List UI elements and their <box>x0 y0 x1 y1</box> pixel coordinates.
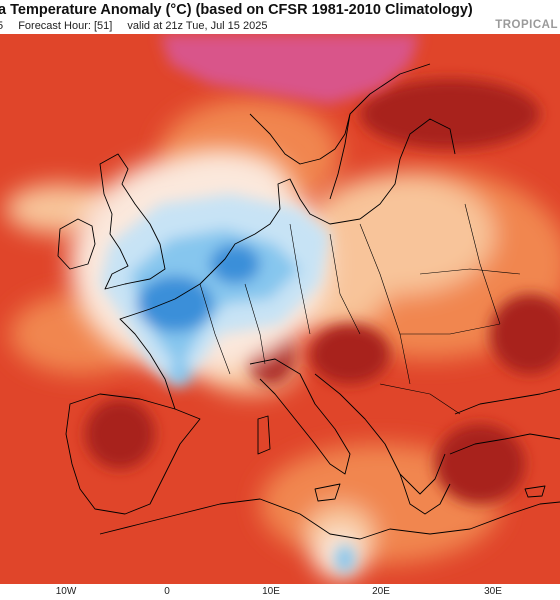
coastline-baltic <box>359 118 456 220</box>
coastlines <box>57 63 560 540</box>
cool-area <box>335 545 355 573</box>
coastline-france <box>119 273 211 410</box>
lon-tick: 10W <box>55 586 77 597</box>
coastline-sweden <box>329 113 351 200</box>
coastline-britain <box>99 153 166 290</box>
valid-time: valid at 21z Tue, Jul 15 2025 <box>127 20 268 32</box>
header: a Temperature Anomaly (°C) (based on CFS… <box>0 0 560 34</box>
coastline-scandinavia <box>249 63 431 165</box>
coastline-ireland <box>57 218 96 270</box>
coastline-north-sea <box>209 178 361 275</box>
coastline-greece <box>399 473 451 515</box>
anomaly-map <box>0 34 560 584</box>
map-title: a Temperature Anomaly (°C) (based on CFS… <box>0 2 473 18</box>
coastline-sicily <box>314 483 341 502</box>
strong-cool-core <box>210 244 260 284</box>
very-warm-band <box>160 34 420 104</box>
brand-watermark: TROPICAL <box>495 19 558 31</box>
coastline-balkans <box>314 373 446 495</box>
lon-tick: 20E <box>372 586 390 597</box>
coastline-north-africa <box>99 498 560 540</box>
coastline-iberia <box>65 393 201 515</box>
country-borders <box>199 203 521 415</box>
coastline-sardinia <box>257 415 271 455</box>
lon-tick: 0 <box>164 586 170 597</box>
coastline-turkey <box>449 433 560 455</box>
strong-cool-core <box>137 276 213 332</box>
strong-warm-core <box>435 424 525 504</box>
strong-warm-core <box>490 294 560 374</box>
forecast-hour: Forecast Hour: [51] <box>18 20 113 32</box>
coastline-cyprus <box>524 485 546 498</box>
lon-tick: 30E <box>484 586 502 597</box>
coastline-black-sea <box>454 388 560 415</box>
coastline-italy <box>249 358 351 475</box>
run-fragment: 5 <box>0 20 4 32</box>
longitude-axis: 10W 0 10E 20E 30E <box>0 584 560 600</box>
cool-area <box>168 362 192 386</box>
strong-warm-core <box>85 399 155 469</box>
lon-tick: 10E <box>262 586 280 597</box>
strong-warm-core <box>310 324 390 384</box>
strong-warm-core <box>360 79 540 149</box>
subtitle-row: 5 Forecast Hour: [51] valid at 21z Tue, … <box>0 20 279 32</box>
